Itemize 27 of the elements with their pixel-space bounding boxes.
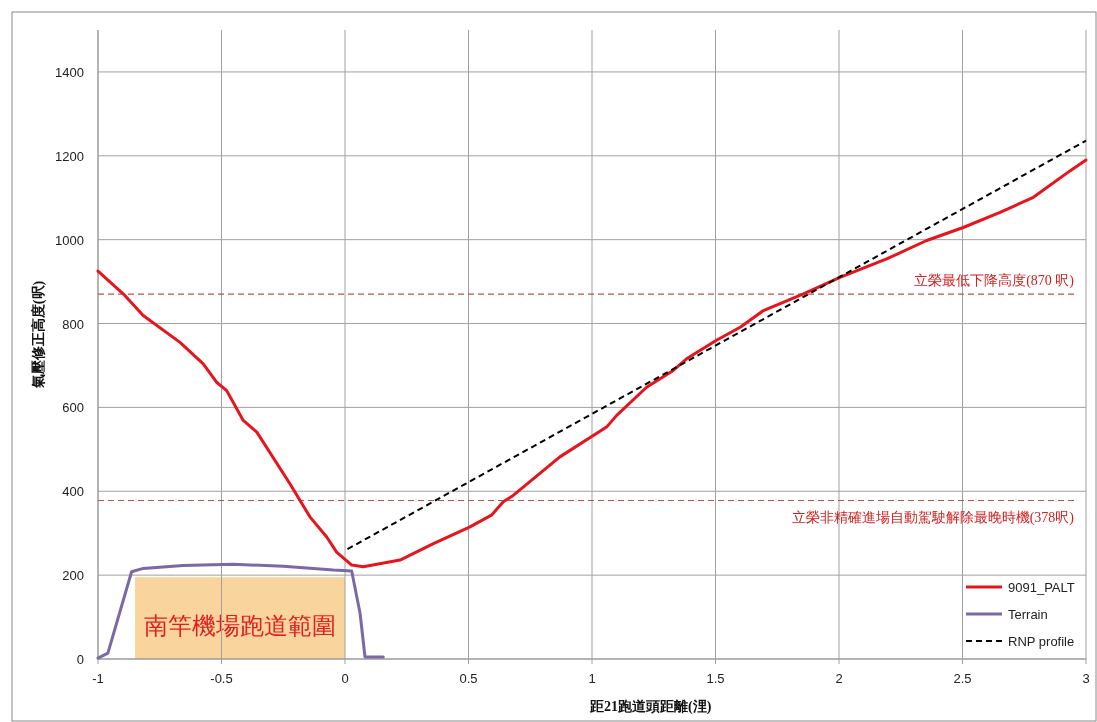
legend-label: RNP profile [1008, 634, 1075, 649]
legend-label: 9091_PALT [1008, 580, 1075, 595]
line-series [96, 562, 385, 660]
line-series [96, 158, 1088, 569]
x-tick-label: 2 [835, 671, 843, 686]
x-tick-label: 0 [341, 671, 349, 686]
y-tick-label: 600 [62, 400, 84, 416]
x-tick-label: 3 [1082, 671, 1090, 686]
x-tick-label: 0.5 [459, 671, 478, 686]
y-tick-label: 800 [62, 316, 84, 332]
band-label: 南竿機場跑道範圍 [144, 613, 337, 640]
x-tick-label: 1 [588, 671, 596, 686]
x-axis-title: 距21跑道頭距離(浬) [589, 699, 712, 715]
y-tick-label: 1200 [55, 148, 84, 164]
ref-line-label: 立榮非精確進場自動駕駛解除最晚時機(378呎) [791, 510, 1075, 527]
y-axis-title: 氣壓修正高度(呎) [30, 280, 47, 390]
y-tick-label: 200 [62, 568, 84, 584]
x-tick-label: 2.5 [953, 671, 972, 686]
x-tick-label: 1.5 [706, 671, 725, 686]
y-tick-label: 1400 [55, 64, 84, 80]
x-tick-label: -1 [92, 671, 104, 686]
y-tick-label: 1000 [55, 232, 84, 248]
y-tick-label: 400 [62, 484, 84, 500]
legend-label: Terrain [1008, 607, 1048, 622]
ref-line-label: 立榮最低下降高度(870 呎) [914, 273, 1075, 290]
y-tick-label: 0 [76, 652, 84, 667]
x-tick-label: -0.5 [210, 671, 233, 686]
